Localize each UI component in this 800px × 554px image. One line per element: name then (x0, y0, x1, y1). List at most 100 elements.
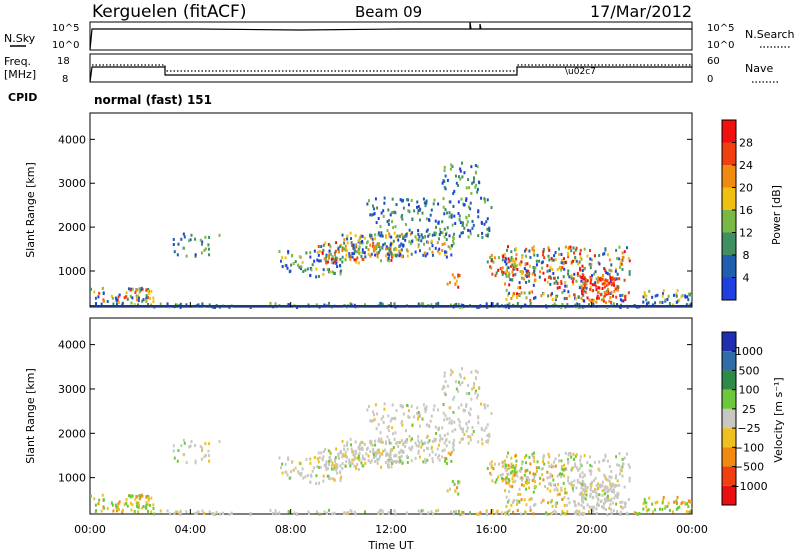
velocity-echo (420, 511, 423, 515)
velocity-echo (389, 419, 392, 423)
power-echo (680, 295, 683, 299)
velocity-echo (196, 511, 199, 515)
velocity-echo (333, 511, 336, 515)
power-echo (538, 275, 541, 279)
velocity-echo (129, 501, 132, 505)
velocity-echo (355, 451, 358, 455)
power-echo (526, 262, 529, 266)
power-echo (477, 215, 480, 219)
power-echo (363, 251, 366, 255)
velocity-echo (452, 397, 455, 401)
velocity-echo (540, 501, 543, 505)
velocity-echo (556, 501, 559, 505)
velocity-echo (480, 426, 483, 430)
velocity-echo (467, 383, 470, 387)
power-echo (622, 255, 625, 259)
colorbar-segment (722, 466, 736, 486)
velocity-echo (380, 437, 383, 441)
power-echo (339, 272, 342, 276)
velocity-echo (316, 457, 319, 461)
velocity-echo (380, 452, 383, 456)
power-echo (138, 290, 141, 294)
power-echo (554, 251, 557, 255)
velocity-echo (332, 467, 335, 471)
velocity-echo (606, 513, 609, 517)
power-echo (417, 302, 420, 306)
velocity-echo (689, 499, 692, 503)
velocity-echo (595, 491, 598, 495)
power-echo (467, 214, 470, 218)
velocity-echo (310, 474, 313, 478)
velocity-echo (581, 479, 584, 483)
velocity-echo (645, 501, 648, 505)
power-echo (502, 255, 505, 259)
velocity-echo (351, 450, 354, 454)
noise-right-label: N.Search (745, 28, 795, 41)
power-echo (612, 294, 615, 298)
power-echo (401, 199, 404, 203)
velocity-echo (361, 454, 364, 458)
power-echo (459, 169, 462, 173)
power-echo (457, 273, 460, 277)
velocity-echo (476, 393, 479, 397)
power-echo (95, 302, 98, 306)
power-echo (121, 301, 124, 305)
velocity-echo (430, 445, 433, 449)
velocity-echo (410, 404, 413, 408)
power-echo (598, 277, 601, 281)
power-echo (513, 262, 516, 266)
velocity-echo (371, 419, 374, 423)
velocity-echo (417, 449, 420, 453)
power-echo (645, 294, 648, 298)
velocity-echo (307, 511, 310, 515)
velocity-echo (601, 480, 604, 484)
velocity-echo (512, 472, 515, 476)
velocity-echo (572, 483, 575, 487)
velocity-echo (418, 424, 421, 428)
power-echo (566, 251, 569, 255)
velocity-echo (446, 417, 449, 421)
velocity-echo (341, 455, 344, 459)
power-echo (579, 256, 582, 260)
velocity-echo (453, 510, 456, 514)
power-echo (150, 289, 153, 293)
velocity-echo (642, 507, 645, 511)
velocity-echo (498, 462, 501, 466)
power-echo (686, 295, 689, 299)
velocity-echo (417, 417, 420, 421)
power-echo (602, 295, 605, 299)
power-echo (391, 197, 394, 201)
velocity-echo (393, 509, 396, 513)
velocity-echo (333, 466, 336, 470)
ytick-label: 1000 (58, 265, 86, 278)
power-echo (386, 252, 389, 256)
power-echo (467, 228, 470, 232)
velocity-echo (431, 450, 434, 454)
power-echo (336, 265, 339, 269)
velocity-echo (618, 463, 621, 467)
velocity-echo (390, 465, 393, 469)
power-echo (435, 302, 438, 306)
velocity-echo (651, 510, 654, 514)
power-echo (506, 261, 509, 265)
velocity-echo (110, 501, 113, 505)
velocity-echo (610, 475, 613, 479)
velocity-echo (335, 468, 338, 472)
velocity-echo (434, 425, 437, 429)
velocity-echo (612, 509, 615, 513)
velocity-echo (346, 447, 349, 451)
velocity-echo (527, 476, 530, 480)
velocity-echo (370, 459, 373, 463)
velocity-echo (200, 457, 203, 461)
velocity-echo (355, 449, 358, 453)
ytick-label: 4000 (58, 133, 86, 146)
velocity-echo (619, 500, 622, 504)
velocity-echo (420, 445, 423, 449)
power-echo (418, 249, 421, 253)
power-echo (564, 280, 567, 284)
power-echo (101, 286, 104, 290)
power-echo (527, 269, 530, 273)
velocity-echo (327, 449, 330, 453)
velocity-echo (605, 490, 608, 494)
velocity-echo (474, 369, 477, 373)
